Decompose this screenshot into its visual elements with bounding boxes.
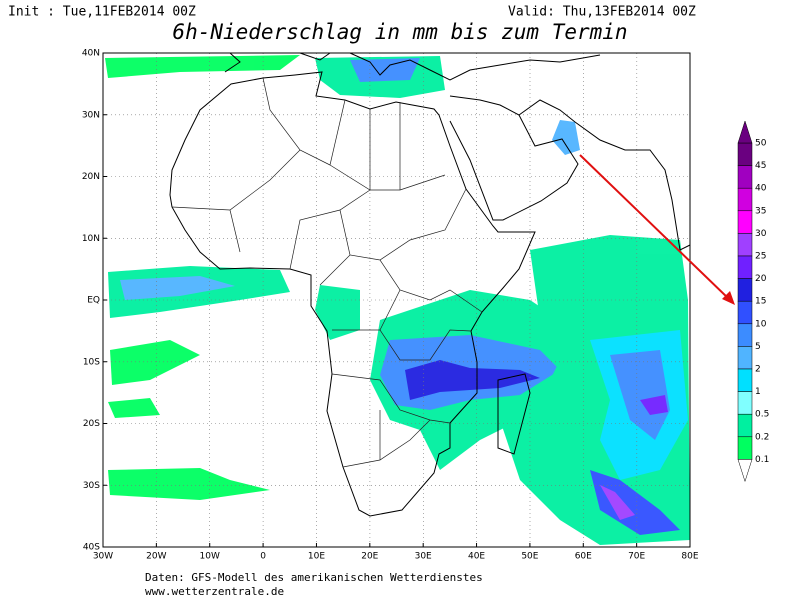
- legend-swatch: [737, 142, 753, 166]
- country-borders: [171, 77, 483, 468]
- legend-swatch: [737, 391, 753, 415]
- precip-fields: [105, 55, 690, 545]
- legend-top-cap: [737, 120, 753, 144]
- legend-swatch: [737, 210, 753, 234]
- longitude-label: 20W: [146, 552, 166, 562]
- pointer-arrow: [579, 154, 731, 301]
- latitude-label: 40N: [82, 49, 100, 59]
- map-title: 6h-Niederschlag in mm bis zum Termin: [172, 20, 627, 44]
- legend-level-label: 10: [755, 319, 767, 329]
- legend-level-label: 35: [755, 206, 766, 216]
- legend-level-label: 0.5: [755, 410, 769, 420]
- legend-level-label: 2: [755, 365, 761, 375]
- init-time: Init : Tue,11FEB2014 00Z: [8, 5, 196, 20]
- longitude-label: 30W: [93, 552, 113, 562]
- legend-swatch: [737, 255, 753, 279]
- longitude-label: 50E: [521, 552, 538, 562]
- legend-swatch: [737, 413, 753, 438]
- legend-swatch: [737, 165, 753, 189]
- latitude-labels: 40N 30N 20N 10N EQ 10S 20S 30S 40S: [82, 49, 107, 553]
- pointer-arrowhead: [722, 291, 735, 305]
- legend-swatch: [737, 187, 753, 212]
- graticule: [103, 53, 690, 547]
- legend-level-label: 0.2: [755, 432, 769, 442]
- latitude-label: EQ: [87, 296, 100, 306]
- latitude-label: 30N: [82, 110, 100, 120]
- legend-level-label: 25: [755, 252, 766, 262]
- valid-time: Valid: Thu,13FEB2014 00Z: [508, 5, 696, 20]
- legend-swatch: [737, 346, 753, 370]
- legend-level-label: 30: [755, 229, 767, 239]
- coastlines: [169, 52, 691, 517]
- legend-swatch: [737, 300, 753, 325]
- legend-swatch: [737, 278, 753, 302]
- longitude-label: 20E: [361, 552, 378, 562]
- legend-swatch: [737, 368, 753, 392]
- legend-level-label: 0.1: [755, 455, 769, 465]
- longitude-label: 70E: [628, 552, 645, 562]
- latitude-label: 30S: [83, 481, 100, 491]
- longitude-label: 80E: [681, 552, 698, 562]
- legend-level-label: 15: [755, 297, 766, 307]
- latitude-label: 10N: [82, 234, 100, 244]
- legend-level-label: 45: [755, 161, 766, 171]
- data-source: Daten: GFS-Modell des amerikanischen Wet…: [145, 571, 483, 584]
- color-legend: 50 45 40 35 30 25 20 15 10 5 2 1 0.5 0.2 0.1: [737, 120, 769, 483]
- longitude-label: 10E: [308, 552, 325, 562]
- legend-level-label: 1: [755, 387, 761, 397]
- longitude-label: 0: [260, 552, 266, 562]
- latitude-label: 40S: [83, 543, 100, 553]
- longitude-label: 10W: [200, 552, 220, 562]
- legend-bottom-cap: [737, 459, 753, 483]
- legend-level-label: 20: [755, 274, 767, 284]
- latitude-label: 20N: [82, 172, 100, 182]
- legend-swatch: [737, 323, 753, 347]
- latitude-label: 20S: [83, 419, 100, 429]
- legend-swatch: [737, 233, 753, 257]
- legend-level-label: 5: [755, 342, 761, 352]
- website: www.wetterzentrale.de: [145, 585, 284, 598]
- latitude-label: 10S: [83, 357, 100, 367]
- longitude-label: 60E: [575, 552, 592, 562]
- longitude-label: 30E: [415, 552, 432, 562]
- longitude-label: 40E: [468, 552, 485, 562]
- legend-swatch: [737, 436, 753, 460]
- legend-level-label: 40: [755, 184, 767, 194]
- longitude-labels: 30W 20W 10W 0 10E 20E 30E 40E 50E 60E 70E 80E: [93, 543, 699, 562]
- map-area: [102, 52, 691, 548]
- legend-level-label: 50: [755, 139, 767, 149]
